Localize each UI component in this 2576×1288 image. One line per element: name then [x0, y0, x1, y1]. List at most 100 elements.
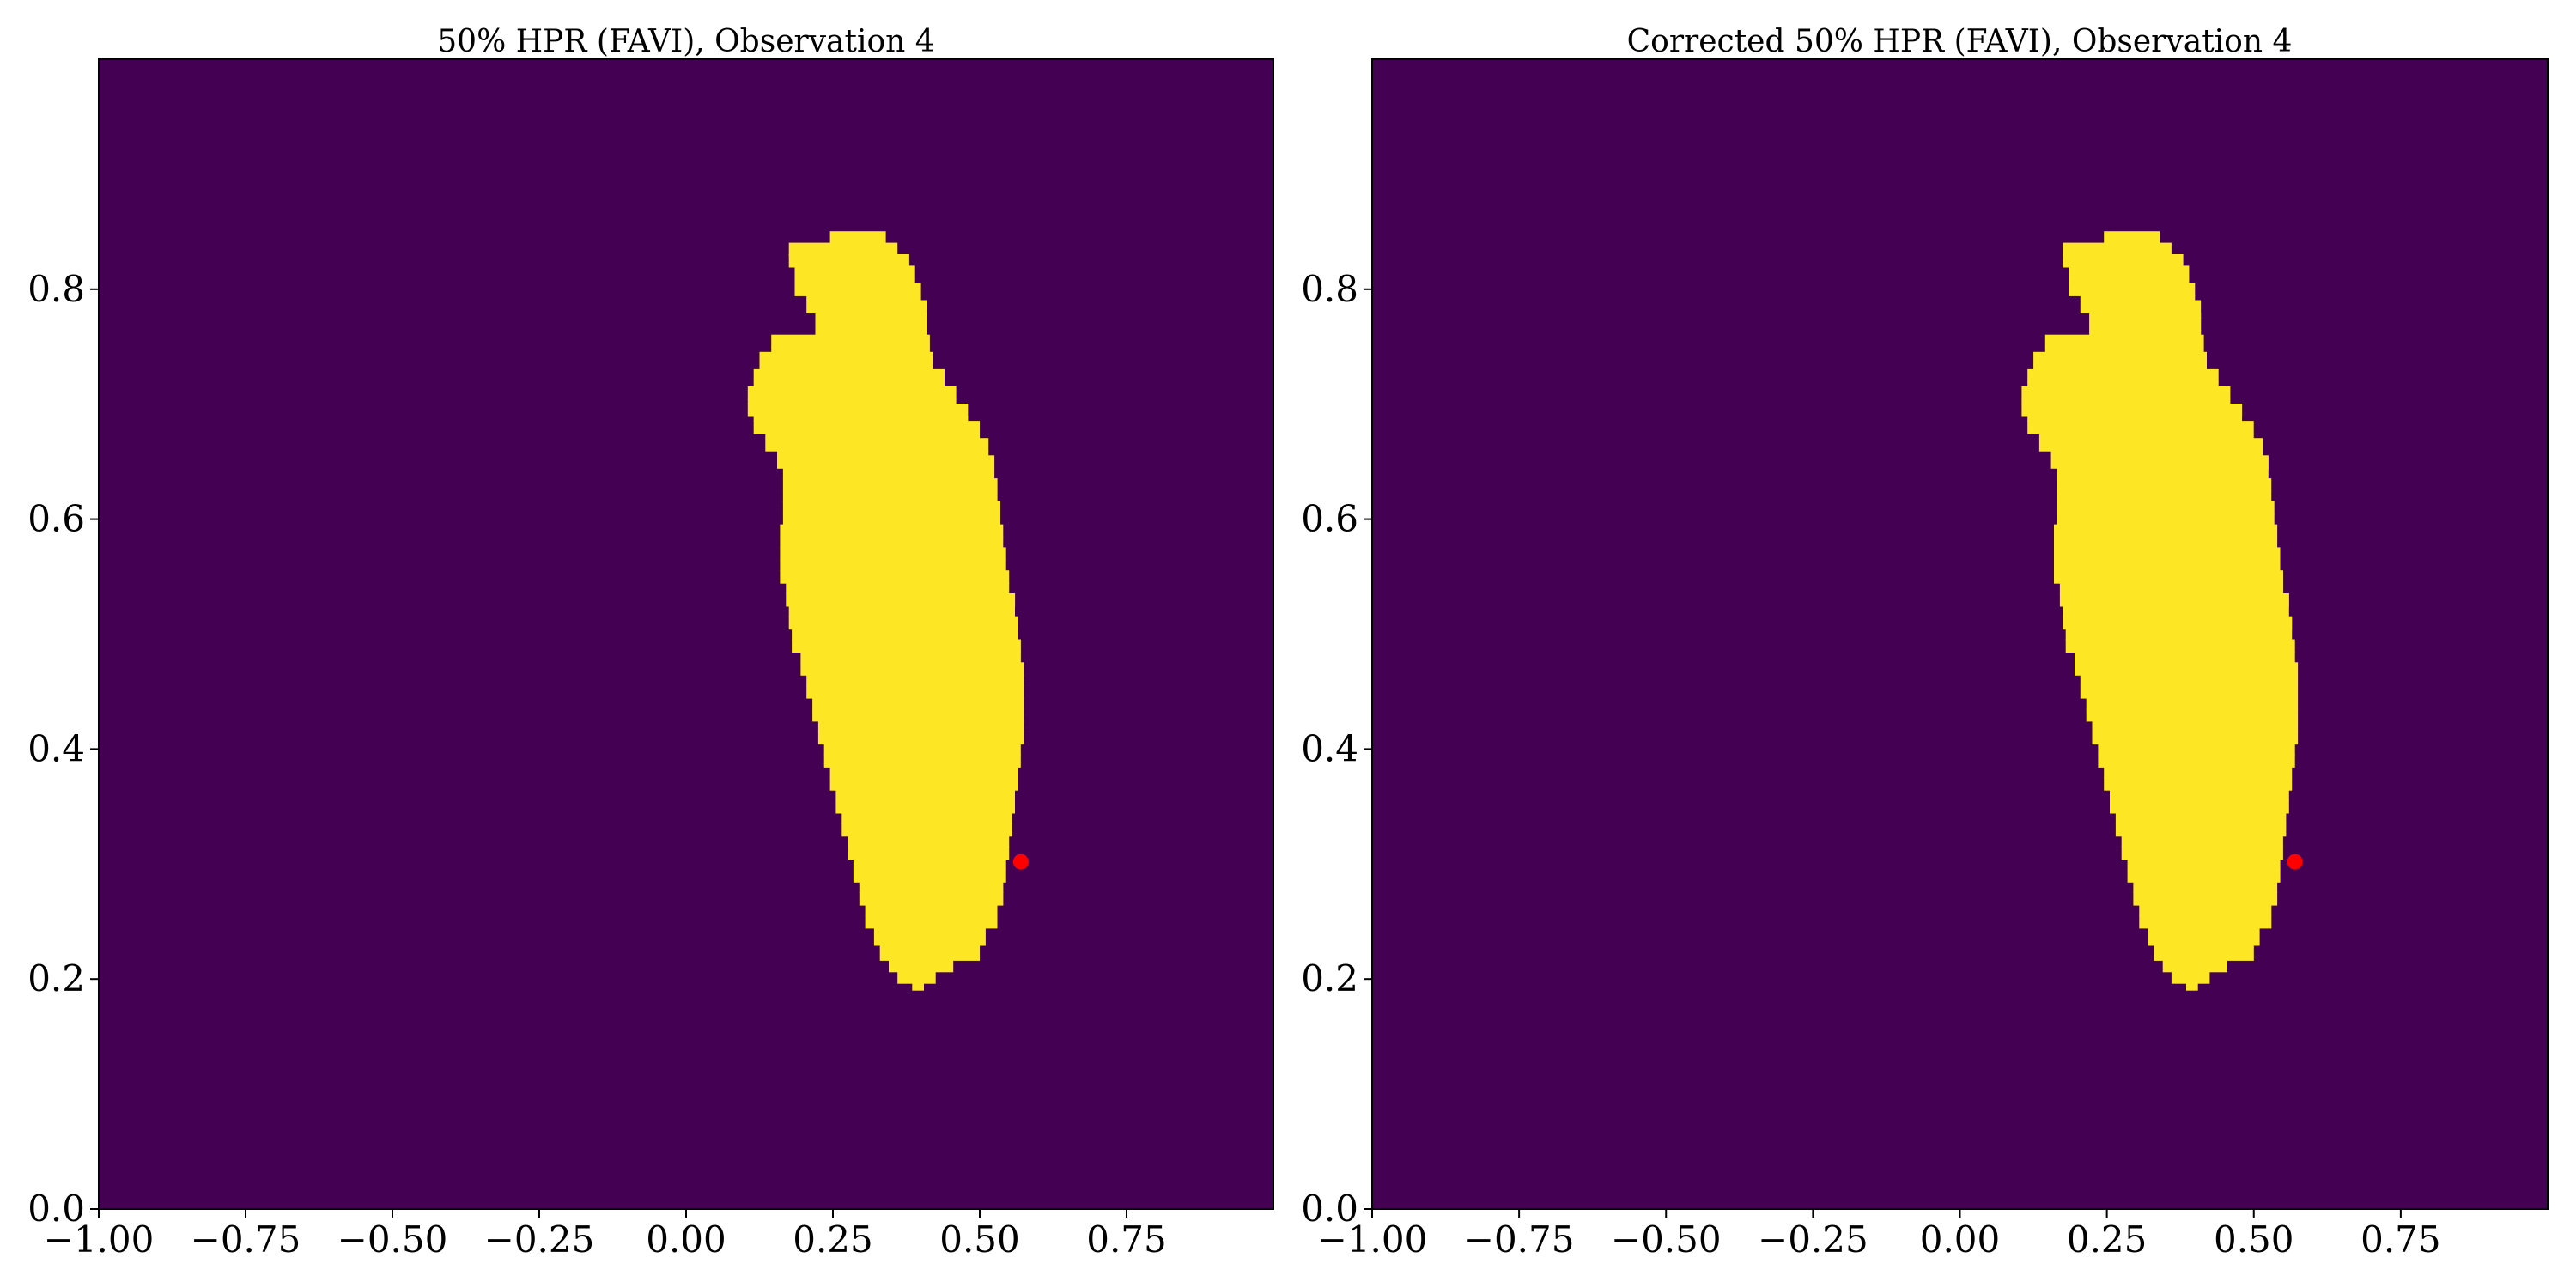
left-region-row: [823, 744, 1021, 756]
left-x-tick-label: 0.50: [939, 1218, 1020, 1261]
right-region-row: [2054, 570, 2283, 584]
left-region-row: [873, 927, 986, 933]
left-x-tick-label: 0.75: [1086, 1218, 1167, 1261]
right-x-tick-label: −0.25: [1758, 1218, 1868, 1261]
left-region-row: [792, 629, 1018, 641]
left-region-row: [829, 767, 1018, 779]
right-region-row: [2057, 501, 2275, 515]
left-region-row: [806, 675, 1024, 686]
left-region-row: [841, 823, 1012, 837]
right-region-row: [2133, 892, 2278, 906]
right-region-row: [2104, 767, 2293, 779]
left-y-axis: 0.0 0.2 0.4 0.6 0.8: [27, 268, 99, 1230]
left-region-row: [859, 892, 1004, 906]
left-region-row: [815, 317, 927, 331]
right-region-row: [2086, 697, 2299, 709]
right-region-row: [2054, 547, 2281, 561]
left-region-row: [753, 421, 980, 434]
left-region-row: [829, 777, 1018, 791]
left-plot-area: [99, 59, 1273, 1209]
right-region-row: [2171, 970, 2210, 984]
right-region-row: [2148, 927, 2260, 933]
left-region-row: [800, 662, 1024, 676]
right-region-row: [2154, 947, 2254, 961]
left-region-row: [759, 364, 933, 370]
right-region-row: [2089, 317, 2202, 331]
left-region-row: [835, 789, 1015, 801]
left-marker-layer: [1012, 854, 1029, 870]
right-region-row: [2069, 265, 2190, 279]
left-region-row: [848, 846, 1010, 860]
left-x-tick-label: −0.25: [484, 1218, 595, 1261]
left-region-row: [786, 593, 1016, 607]
right-region-row: [2127, 859, 2281, 871]
left-region-row: [780, 547, 1006, 561]
left-region-row: [780, 524, 1004, 538]
right-x-tick-label: 0.25: [2067, 1218, 2148, 1261]
left-region-row: [765, 438, 989, 452]
left-region-row: [879, 947, 980, 961]
left-region-row: [786, 582, 1010, 594]
left-x-axis: −1.00 −0.75 −0.50 −0.25 0.00 0.25 0.50 0.75: [44, 1209, 1167, 1261]
right-region-row: [2086, 708, 2299, 722]
left-y-tick-label: 0.4: [27, 727, 85, 769]
left-region-row: [747, 398, 957, 404]
left-region-row: [841, 812, 1012, 824]
right-x-axis: −1.00 −0.75 −0.50 −0.25 0.00 0.25 0.50 0.75: [1317, 1209, 2441, 1261]
left-region-row: [865, 914, 998, 929]
right-region-row: [2063, 616, 2293, 630]
left-region-row: [829, 231, 886, 245]
left-region-row: [817, 720, 1024, 732]
right-region-row: [2127, 869, 2281, 883]
right-region-row: [2044, 347, 2204, 353]
left-x-tick-label: 0.00: [646, 1218, 726, 1261]
right-region-row: [2162, 958, 2227, 973]
right-region-row: [2115, 823, 2287, 837]
left-region-row: [780, 570, 1010, 584]
right-region-row: [2059, 582, 2283, 594]
left-panel-title: 50% HPR (FAVI), Observation 4: [437, 24, 934, 59]
left-x-tick-label: −1.00: [44, 1218, 155, 1261]
right-region-row: [2075, 662, 2299, 676]
right-region-row: [2063, 605, 2289, 617]
right-region-row: [2121, 835, 2283, 848]
right-region-row: [2050, 455, 2269, 469]
right-region-row: [2121, 846, 2283, 860]
left-region-row: [788, 616, 1018, 630]
left-region-row: [806, 685, 1024, 699]
right-region-row: [2027, 416, 2242, 422]
right-region-row: [2059, 593, 2289, 607]
left-region-row: [747, 404, 969, 417]
left-region-row: [873, 933, 986, 946]
right-region-row: [2021, 404, 2243, 417]
left-region-row: [853, 859, 1006, 871]
left-region-row: [753, 381, 945, 387]
left-region-row: [753, 416, 969, 422]
left-y-tick-label: 0.8: [27, 268, 85, 310]
right-region-row: [2054, 560, 2281, 571]
left-region-row: [780, 560, 1006, 571]
right-panel: Corrected 50% HPR (FAVI), Observation 4 …: [1301, 24, 2549, 1261]
right-region-row: [2110, 789, 2289, 801]
right-y-axis: 0.0 0.2 0.4 0.6 0.8: [1301, 268, 1372, 1230]
left-region-row: [812, 708, 1024, 722]
left-region-row: [782, 501, 1000, 515]
right-region-row: [2054, 524, 2278, 538]
left-region-row: [815, 330, 927, 336]
right-x-tick-label: 0.50: [2214, 1218, 2294, 1261]
right-region-row: [2098, 744, 2295, 756]
left-region-row: [792, 639, 1021, 653]
left-region-row: [812, 697, 1024, 709]
left-region-row: [788, 242, 898, 257]
right-region-row: [2080, 295, 2196, 301]
left-x-tick-label: −0.75: [191, 1218, 301, 1261]
left-region-row: [780, 537, 1004, 549]
right-region-row: [2038, 433, 2254, 439]
left-region-row: [800, 652, 1021, 664]
right-region-row: [2110, 800, 2289, 814]
right-marker-layer: [2287, 854, 2303, 870]
left-region-row: [788, 605, 1015, 617]
left-region-row: [777, 450, 989, 457]
left-y-tick-label: 0.2: [27, 957, 85, 999]
